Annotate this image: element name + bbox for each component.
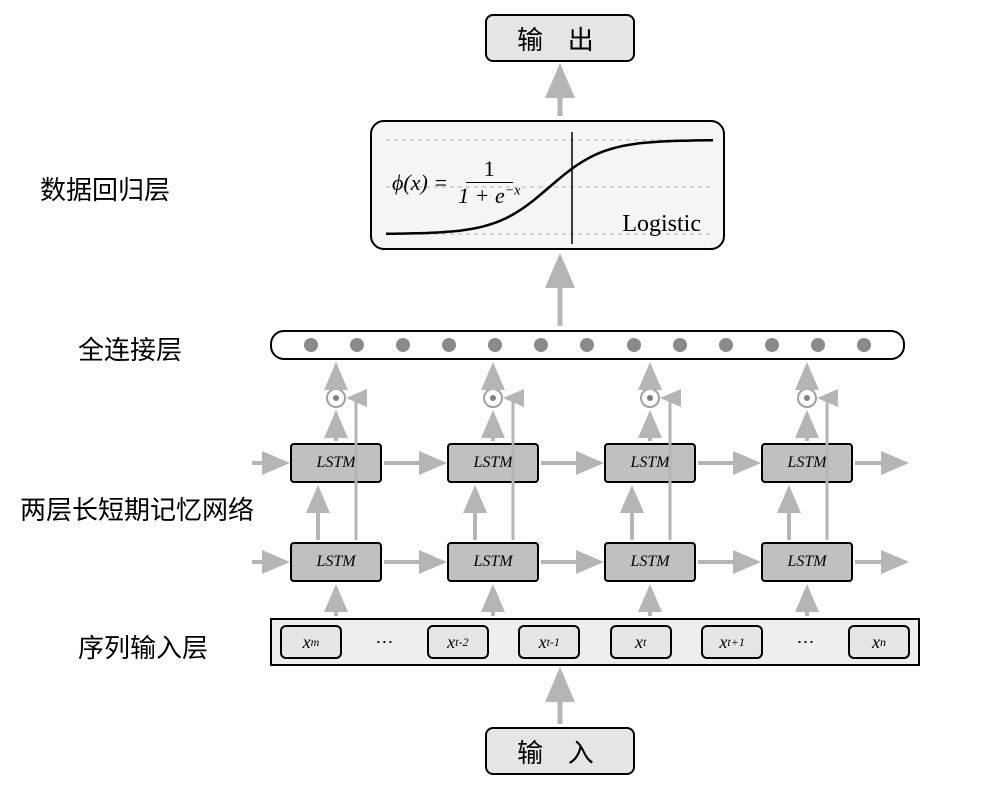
- input-cell: xt+1: [701, 625, 763, 659]
- phi-den: 1 + e−x: [452, 183, 526, 209]
- regression-layer-label: 数据回归层: [40, 170, 170, 207]
- input-cell: xm: [280, 625, 342, 659]
- logistic-text: Logistic: [622, 211, 701, 238]
- lstm-top-3: LSTM: [761, 443, 853, 483]
- input-sequence-strip: xm ⋯ xt-2 xt-1 xt xt+1 ⋯ xn: [270, 618, 920, 666]
- fc-dot: [627, 338, 641, 352]
- fc-dot: [811, 338, 825, 352]
- fc-dot: [304, 338, 318, 352]
- fc-dot: [857, 338, 871, 352]
- phi-lhs: ϕ(x) =: [392, 170, 448, 196]
- output-text: 输 出: [517, 20, 603, 57]
- lstm-bot-2: LSTM: [604, 542, 696, 582]
- lstm-top-1: LSTM: [447, 443, 539, 483]
- output-box: 输 出: [485, 14, 635, 62]
- lstm-bot-3: LSTM: [761, 542, 853, 582]
- fc-layer-bar: [270, 330, 905, 360]
- fc-dot: [765, 338, 779, 352]
- fc-dot: [719, 338, 733, 352]
- fc-dot: [396, 338, 410, 352]
- fc-dot: [350, 338, 364, 352]
- phi-num: 1: [466, 156, 513, 183]
- input-text: 输 入: [517, 733, 603, 770]
- input-cell: xt: [610, 625, 672, 659]
- lstm-bot-0: LSTM: [290, 542, 382, 582]
- input-cell: xt-2: [427, 625, 489, 659]
- ellipsis: ⋯: [793, 632, 819, 653]
- lstm-bot-1: LSTM: [447, 542, 539, 582]
- concat-circle-2: [640, 388, 660, 408]
- fc-dot: [673, 338, 687, 352]
- ellipsis: ⋯: [371, 632, 397, 653]
- phi-formula: ϕ(x) = 1 1 + e−x: [392, 156, 526, 209]
- fc-dot: [442, 338, 456, 352]
- fc-layer-label: 全连接层: [78, 330, 182, 367]
- fc-dot: [488, 338, 502, 352]
- input-cell: xt-1: [518, 625, 580, 659]
- input-box: 输 入: [485, 727, 635, 775]
- lstm-top-2: LSTM: [604, 443, 696, 483]
- lstm-layer-label: 两层长短期记忆网络: [20, 490, 254, 527]
- lstm-top-0: LSTM: [290, 443, 382, 483]
- fc-dot: [534, 338, 548, 352]
- concat-circle-0: [326, 388, 346, 408]
- input-layer-label: 序列输入层: [78, 628, 208, 665]
- concat-circle-3: [797, 388, 817, 408]
- input-cell: xn: [848, 625, 910, 659]
- fc-dot: [580, 338, 594, 352]
- concat-circle-1: [483, 388, 503, 408]
- logistic-box: ϕ(x) = 1 1 + e−x Logistic: [370, 120, 725, 250]
